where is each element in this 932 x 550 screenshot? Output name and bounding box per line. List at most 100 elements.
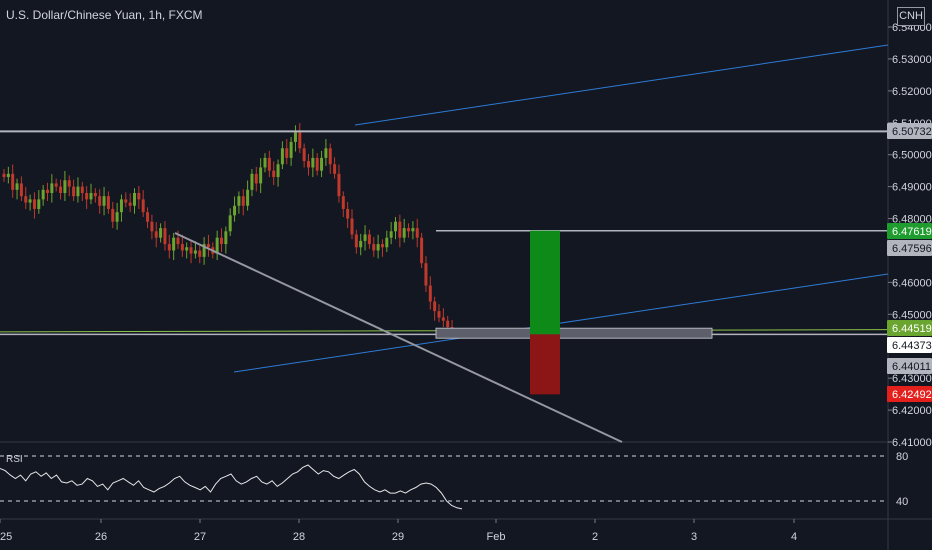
candle-body: [93, 193, 97, 197]
candle-body: [276, 164, 280, 178]
x-tick-label: 3: [691, 531, 697, 543]
candle-body: [228, 215, 232, 232]
channel-upper-line: [354, 44, 889, 126]
candle-body: [193, 250, 197, 254]
candle-body: [254, 173, 258, 184]
entry-price-tag: 6.44011: [887, 358, 932, 374]
channel-lower-line: [233, 273, 889, 373]
candle-body: [324, 148, 328, 158]
candle-body: [198, 250, 202, 257]
price-tag-bg: [887, 240, 932, 256]
candle-body: [424, 263, 428, 286]
candle-body: [2, 173, 6, 178]
y-tick-label: 6.46000: [892, 277, 932, 289]
candle-body: [37, 199, 41, 209]
candle-body: [80, 186, 84, 193]
candle-body: [150, 221, 154, 232]
x-tick-label: 2: [592, 531, 598, 543]
candle-body: [133, 193, 136, 206]
time-axis[interactable]: 25 26 27 28 29 Feb 2 3 4: [0, 519, 797, 543]
candle-body: [346, 208, 350, 219]
price-tag-text: 6.47619: [892, 226, 932, 238]
price-tag-bg: [887, 223, 932, 239]
candle-body: [15, 183, 19, 190]
target-price-tag: 6.47619: [887, 223, 932, 239]
candle-body: [285, 148, 289, 158]
price-tag-text: 6.42492: [892, 389, 932, 401]
candle-body: [441, 317, 445, 321]
candle-body: [154, 231, 158, 238]
candle-body: [76, 186, 80, 197]
price-tag-text: 6.44011: [892, 361, 931, 373]
y-tick-label: 6.49000: [892, 182, 932, 194]
price-tag-text: 6.44519: [892, 323, 932, 335]
candle-body: [372, 244, 376, 251]
candle-body: [124, 199, 128, 203]
drawing-tools[interactable]: [0, 44, 889, 443]
candle-body: [11, 173, 15, 190]
rsi-tick-label: 40: [896, 496, 908, 508]
candle-body: [180, 244, 184, 251]
price-tag-bg: [887, 123, 932, 139]
candle-body: [263, 157, 267, 168]
target-zone: [530, 230, 560, 335]
rsi-label: RSI: [6, 454, 23, 465]
x-tick-label: 25: [0, 531, 12, 543]
candle-body: [202, 244, 206, 257]
candle-body: [250, 173, 254, 190]
candle-body: [293, 132, 297, 142]
symbol-title[interactable]: U.S. Dollar/Chinese Yuan, 1h, FXCM: [6, 8, 203, 22]
candle-body: [298, 132, 302, 149]
candle-body: [350, 218, 354, 235]
y-tick-label: 6.53000: [892, 54, 932, 66]
y-tick-label: 6.45000: [892, 309, 932, 321]
candle-body: [224, 231, 228, 245]
candle-body: [394, 221, 397, 232]
candlestick-series: [2, 123, 454, 340]
candle-body: [111, 208, 115, 222]
candle-body: [398, 221, 402, 238]
entry-zone: [435, 327, 713, 339]
currency-badge[interactable]: CNH: [897, 7, 925, 26]
candle-body: [24, 196, 28, 203]
price-tag-text: 6.50732: [892, 126, 932, 138]
candle-body: [6, 173, 10, 178]
price-tag-bg: [887, 386, 932, 402]
candle-body: [176, 237, 180, 245]
candle-body: [385, 237, 389, 248]
candle-body: [272, 170, 276, 178]
candle-body: [333, 164, 337, 174]
candle-body: [237, 196, 241, 206]
y-tick-label: 6.41000: [892, 437, 932, 449]
rsi-line: [0, 464, 463, 510]
candle-body: [137, 193, 141, 200]
candle-body: [246, 189, 250, 206]
candle-body: [72, 186, 76, 197]
candle-body: [167, 244, 171, 251]
candle-body: [189, 247, 193, 254]
candle-body: [215, 237, 219, 254]
candle-body: [172, 237, 176, 251]
candle-body: [411, 228, 415, 232]
candle-body: [233, 205, 237, 216]
candle-body: [50, 183, 54, 193]
candle-body: [320, 157, 324, 171]
candle-body: [89, 193, 93, 200]
candle-body: [128, 202, 132, 206]
candle-body: [389, 231, 393, 238]
candle-body: [185, 247, 189, 251]
downtrend-line: [174, 232, 623, 443]
x-tick-label: 4: [791, 531, 797, 543]
candle-body: [220, 237, 223, 245]
candle-body: [376, 244, 380, 251]
candle-body: [433, 301, 437, 312]
resistance-price-tag: 6.50732: [887, 123, 932, 139]
candle-body: [437, 311, 441, 318]
stop-price-tag: 6.42492: [887, 386, 932, 402]
price-tag-bg: [887, 358, 932, 374]
candle-body: [337, 173, 341, 197]
candle-body: [46, 189, 49, 193]
candle-body: [59, 186, 63, 193]
